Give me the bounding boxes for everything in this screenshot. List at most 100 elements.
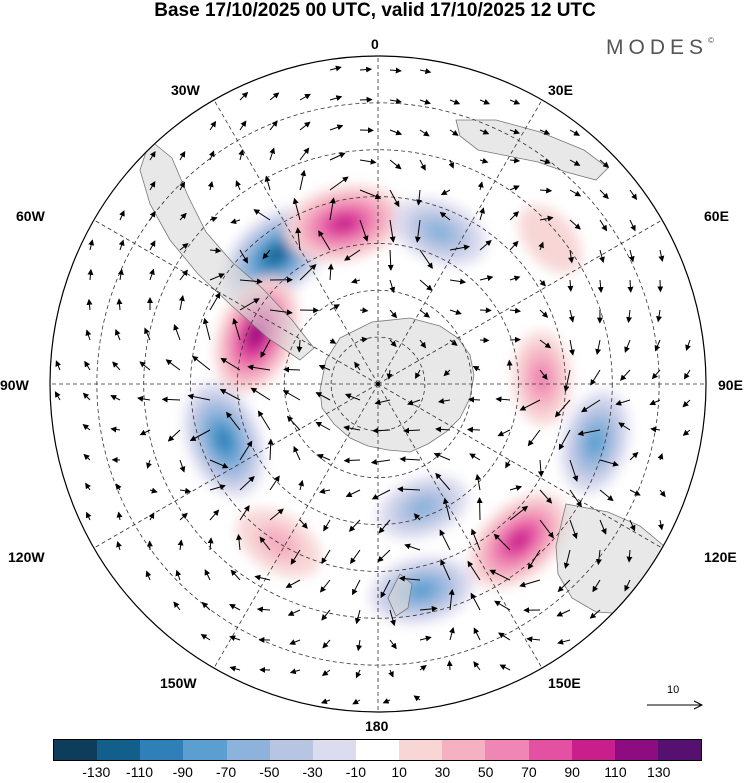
anomaly-blob-6 <box>560 390 630 494</box>
wind-arrow <box>161 396 181 403</box>
wind-arrow <box>629 519 636 532</box>
wind-arrow <box>209 273 225 281</box>
wind-arrow <box>389 129 403 136</box>
wind-arrow <box>116 511 123 521</box>
wind-arrow <box>435 426 451 433</box>
wind-arrow <box>299 263 317 281</box>
wind-arrow <box>118 239 125 251</box>
wind-arrow <box>658 249 665 263</box>
wind-arrow <box>283 366 301 373</box>
wind-arrow <box>479 128 490 135</box>
wind-arrow <box>592 579 601 593</box>
wind-arrow <box>539 129 551 135</box>
wind-arrow <box>618 422 631 431</box>
wind-arrow <box>350 549 361 565</box>
wind-arrow <box>343 425 361 432</box>
wind-arrow <box>267 438 274 461</box>
wind-arrow <box>539 279 546 287</box>
wind-arrow <box>374 399 391 406</box>
wind-arrow <box>209 459 229 469</box>
wind-arrow <box>509 185 520 191</box>
wind-arrow <box>318 230 331 251</box>
wind-arrow <box>539 309 549 318</box>
wind-arrow <box>253 209 271 221</box>
wind-arrow <box>389 609 396 627</box>
wind-arrow <box>651 369 661 380</box>
wind-arrow <box>389 309 398 319</box>
wind-arrow <box>343 457 361 464</box>
wind-arrow <box>269 120 278 131</box>
wind-arrow <box>292 197 301 221</box>
wind-arrow <box>260 339 271 358</box>
wind-arrow <box>479 99 491 105</box>
wind-arrow <box>286 415 301 431</box>
wind-arrow <box>299 93 311 101</box>
wind-arrow <box>538 241 544 251</box>
wind-arrow <box>247 364 271 371</box>
wind-arrow <box>388 669 394 678</box>
wind-arrow <box>112 361 121 371</box>
wind-arrow <box>355 669 362 679</box>
wind-arrow <box>209 292 221 311</box>
wind-arrow <box>620 369 631 381</box>
wind-arrow <box>398 575 421 582</box>
wind-arrow <box>419 664 427 671</box>
colorbar-swatch-9 <box>442 740 486 760</box>
wind-arrow <box>82 392 91 401</box>
wind-arrow <box>415 369 421 380</box>
colorbar-swatch-10 <box>485 740 529 760</box>
wind-arrow <box>296 339 303 353</box>
wind-arrow <box>682 429 691 436</box>
wind-arrow <box>389 219 396 243</box>
wind-arrow <box>519 579 541 588</box>
wind-arrow <box>656 309 662 323</box>
wind-arrow <box>285 579 301 588</box>
wind-arrow <box>209 509 220 521</box>
wind-arrow <box>413 513 421 521</box>
anomaly-blob-1 <box>284 185 404 263</box>
lon-label-30w: 30W <box>171 82 200 98</box>
antarctica-outline <box>319 317 475 453</box>
wind-arrow <box>321 609 331 621</box>
wind-arrow <box>287 609 301 616</box>
wind-arrow <box>380 579 391 599</box>
wind-arrow <box>509 128 520 135</box>
wind-arrow <box>624 579 631 592</box>
wind-arrow <box>329 65 342 72</box>
lon-label-30e: 30E <box>548 82 573 98</box>
wind-arrow <box>629 451 639 461</box>
wind-arrow <box>569 519 578 540</box>
wind-arrow <box>269 508 284 521</box>
wind-arrow <box>567 279 574 292</box>
wind-arrow <box>179 242 189 251</box>
colorbar-swatch-11 <box>528 740 572 760</box>
colorbar-swatch-0 <box>54 740 98 760</box>
wind-arrow <box>449 339 458 346</box>
colorbar-swatch-5 <box>269 740 313 760</box>
reference-vector-label: 10 <box>667 684 680 696</box>
wind-arrow <box>85 511 92 521</box>
wind-arrow <box>148 512 155 521</box>
lon-label-90w: 90W <box>0 377 29 393</box>
lon-label-120w: 120W <box>8 549 45 565</box>
wind-arrow <box>477 181 484 191</box>
wind-arrow <box>377 549 391 563</box>
graticule <box>50 56 706 712</box>
wind-arrow <box>117 268 124 281</box>
wind-arrow <box>173 324 181 341</box>
wind-arrow <box>295 227 302 251</box>
wind-arrow <box>289 668 301 675</box>
wind-arrow <box>329 197 336 221</box>
wind-arrow <box>378 519 391 534</box>
wind-arrow <box>149 240 156 251</box>
wind-arrow <box>404 543 421 551</box>
wind-arrow <box>626 309 633 324</box>
wind-arrow <box>440 189 451 195</box>
wind-arrow <box>54 391 61 401</box>
wind-arrow <box>473 661 481 671</box>
wind-arrow <box>449 244 470 251</box>
wind-arrow <box>599 219 608 232</box>
wind-arrow <box>629 189 638 201</box>
wind-arrow <box>539 339 552 349</box>
wind-arrow <box>262 249 271 260</box>
